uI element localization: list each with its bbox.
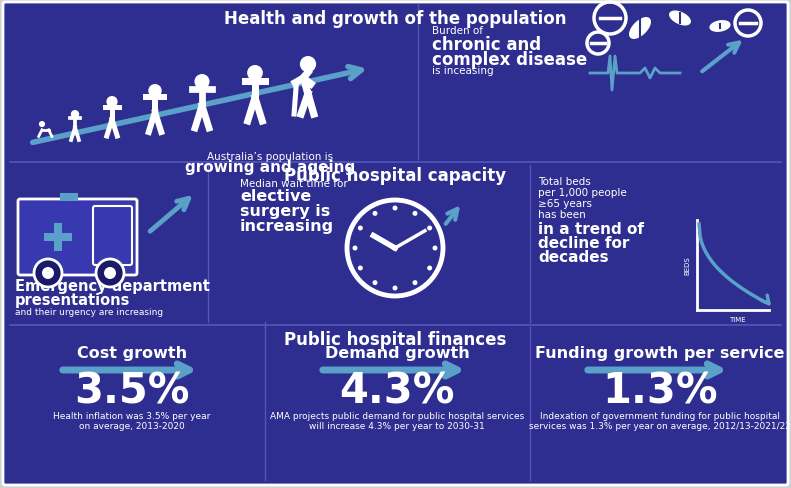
Bar — [44, 234, 72, 242]
Text: will increase 4.3% per year to 2030-31: will increase 4.3% per year to 2030-31 — [309, 421, 485, 430]
Text: services was 1.3% per year on average, 2012/13-2021/22: services was 1.3% per year on average, 2… — [529, 421, 791, 430]
Text: Emergency department: Emergency department — [15, 279, 210, 293]
Circle shape — [427, 226, 432, 231]
Bar — [54, 224, 62, 251]
Circle shape — [148, 85, 161, 98]
Circle shape — [412, 211, 418, 216]
Text: Health and growth of the population: Health and growth of the population — [224, 10, 566, 28]
Text: growing and ageing: growing and ageing — [185, 160, 355, 175]
Circle shape — [300, 57, 316, 73]
Text: elective: elective — [240, 189, 311, 203]
Text: decades: decades — [538, 249, 608, 264]
Circle shape — [392, 206, 398, 211]
Text: 3.5%: 3.5% — [74, 370, 190, 412]
Text: on average, 2013-2020: on average, 2013-2020 — [79, 421, 185, 430]
Circle shape — [71, 111, 79, 119]
Text: TIME: TIME — [729, 316, 745, 323]
Text: Burden of: Burden of — [432, 26, 483, 36]
Text: Total beds: Total beds — [538, 177, 591, 186]
Text: presentations: presentations — [15, 292, 131, 307]
Text: 1.3%: 1.3% — [602, 370, 717, 412]
Text: has been: has been — [538, 209, 586, 220]
Circle shape — [392, 286, 398, 291]
Circle shape — [373, 211, 377, 216]
Circle shape — [96, 260, 124, 287]
Text: increasing: increasing — [240, 219, 334, 234]
Circle shape — [42, 267, 54, 280]
Text: Median wait time for: Median wait time for — [240, 179, 348, 189]
Text: is inceasing: is inceasing — [432, 66, 494, 76]
Bar — [60, 194, 78, 202]
Text: decline for: decline for — [538, 236, 630, 250]
Text: 4.3%: 4.3% — [339, 370, 455, 412]
Circle shape — [247, 66, 263, 81]
Text: AMA projects public demand for public hospital services: AMA projects public demand for public ho… — [270, 411, 524, 420]
Text: chronic and: chronic and — [432, 36, 541, 54]
Text: in a trend of: in a trend of — [538, 222, 644, 237]
FancyBboxPatch shape — [18, 200, 137, 275]
Text: Australia’s population is: Australia’s population is — [207, 152, 333, 162]
Text: and their urgency are increasing: and their urgency are increasing — [15, 307, 163, 316]
Text: surgery is: surgery is — [240, 203, 331, 219]
Circle shape — [39, 122, 45, 128]
Text: Indexation of government funding for public hospital: Indexation of government funding for pub… — [540, 411, 780, 420]
Circle shape — [353, 246, 358, 251]
Polygon shape — [630, 19, 650, 39]
Circle shape — [433, 246, 437, 251]
Circle shape — [412, 281, 418, 285]
Circle shape — [358, 266, 363, 271]
Circle shape — [427, 266, 432, 271]
Text: BEDS: BEDS — [684, 256, 690, 275]
Text: Health inflation was 3.5% per year: Health inflation was 3.5% per year — [53, 411, 210, 420]
Polygon shape — [710, 22, 730, 32]
Text: Cost growth: Cost growth — [77, 346, 187, 360]
FancyBboxPatch shape — [3, 3, 788, 485]
Circle shape — [107, 97, 118, 108]
Text: Public hospital capacity: Public hospital capacity — [284, 167, 506, 184]
Polygon shape — [670, 12, 691, 26]
Circle shape — [195, 75, 210, 90]
Text: ≥65 years: ≥65 years — [538, 199, 592, 208]
Text: complex disease: complex disease — [432, 51, 587, 69]
FancyBboxPatch shape — [93, 206, 132, 265]
Circle shape — [104, 267, 116, 280]
Text: Demand growth: Demand growth — [324, 346, 469, 360]
Text: per 1,000 people: per 1,000 people — [538, 187, 626, 198]
Circle shape — [392, 245, 398, 251]
Circle shape — [358, 226, 363, 231]
Text: Funding growth per service: Funding growth per service — [536, 346, 785, 360]
Circle shape — [34, 260, 62, 287]
Circle shape — [373, 281, 377, 285]
Text: Public hospital finances: Public hospital finances — [284, 330, 506, 348]
